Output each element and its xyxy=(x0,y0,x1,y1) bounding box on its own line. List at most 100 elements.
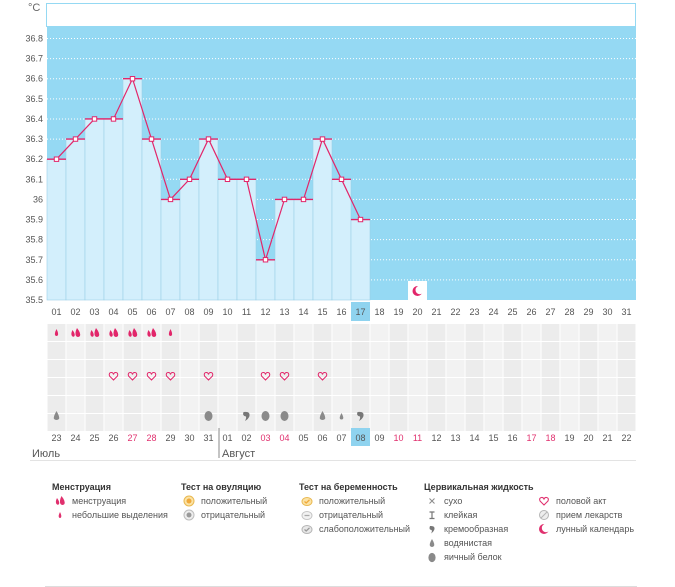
track-cell[interactable] xyxy=(104,396,123,413)
track-cell[interactable] xyxy=(446,360,465,377)
track-cell[interactable] xyxy=(313,396,332,413)
track-cell[interactable] xyxy=(465,360,484,377)
cycle-day-label[interactable]: 21 xyxy=(431,307,441,317)
track-cell[interactable] xyxy=(275,378,294,395)
intercourse-heart-icon[interactable] xyxy=(260,371,271,381)
track-cell[interactable] xyxy=(579,324,598,341)
track-cell[interactable] xyxy=(237,324,256,341)
calendar-date-label[interactable]: 31 xyxy=(203,433,213,443)
menstruation-heavy-icon[interactable] xyxy=(109,328,119,337)
calendar-date-label[interactable]: 10 xyxy=(393,433,403,443)
track-cell[interactable] xyxy=(256,378,275,395)
menstruation-heavy-icon[interactable] xyxy=(147,328,157,337)
creamy-icon[interactable] xyxy=(243,411,250,421)
track-cell[interactable] xyxy=(237,396,256,413)
track-cell[interactable] xyxy=(218,324,237,341)
calendar-date-label[interactable]: 18 xyxy=(545,433,555,443)
track-cell[interactable] xyxy=(579,396,598,413)
track-cell[interactable] xyxy=(446,414,465,431)
track-cell[interactable] xyxy=(199,378,218,395)
track-cell[interactable] xyxy=(123,378,142,395)
calendar-date-label[interactable]: 24 xyxy=(70,433,80,443)
track-cell[interactable] xyxy=(408,396,427,413)
track-cell[interactable] xyxy=(389,324,408,341)
track-cell[interactable] xyxy=(351,360,370,377)
calendar-date-label[interactable]: 25 xyxy=(89,433,99,443)
calendar-date-label[interactable]: 30 xyxy=(184,433,194,443)
track-cell[interactable] xyxy=(199,414,218,431)
calendar-date-label[interactable]: 17 xyxy=(526,433,536,443)
calendar-date-label[interactable]: 28 xyxy=(146,433,156,443)
track-cell[interactable] xyxy=(351,378,370,395)
track-cell[interactable] xyxy=(256,396,275,413)
track-cell[interactable] xyxy=(161,342,180,359)
calendar-date-label[interactable]: 22 xyxy=(621,433,631,443)
track-cell[interactable] xyxy=(66,396,85,413)
track-cell[interactable] xyxy=(256,360,275,377)
track-cell[interactable] xyxy=(275,414,294,431)
track-cell[interactable] xyxy=(465,414,484,431)
track-cell[interactable] xyxy=(598,414,617,431)
watery-drop-icon[interactable] xyxy=(53,411,60,420)
track-cell[interactable] xyxy=(104,360,123,377)
calendar-date-label[interactable]: 05 xyxy=(298,433,308,443)
menstruation-heavy-icon[interactable] xyxy=(90,328,100,337)
track-cell[interactable] xyxy=(275,396,294,413)
track-cell[interactable] xyxy=(218,378,237,395)
track-cell[interactable] xyxy=(237,360,256,377)
cycle-day-label[interactable]: 23 xyxy=(469,307,479,317)
menstruation-heavy-icon[interactable] xyxy=(71,328,81,337)
cycle-day-label[interactable]: 19 xyxy=(393,307,403,317)
track-cell[interactable] xyxy=(598,324,617,341)
track-cell[interactable] xyxy=(294,360,313,377)
track-cell[interactable] xyxy=(446,396,465,413)
egg-white-icon[interactable] xyxy=(204,411,213,421)
track-cell[interactable] xyxy=(408,414,427,431)
track-cell[interactable] xyxy=(180,324,199,341)
track-cell[interactable] xyxy=(484,342,503,359)
temperature-point[interactable] xyxy=(357,216,364,223)
track-cell[interactable] xyxy=(66,414,85,431)
cycle-day-label[interactable]: 08 xyxy=(184,307,194,317)
track-cell[interactable] xyxy=(351,342,370,359)
calendar-date-label[interactable]: 07 xyxy=(336,433,346,443)
track-cell[interactable] xyxy=(503,414,522,431)
track-cell[interactable] xyxy=(85,378,104,395)
track-cell[interactable] xyxy=(332,396,351,413)
cycle-day-label[interactable]: 24 xyxy=(488,307,498,317)
track-cell[interactable] xyxy=(579,378,598,395)
track-cell[interactable] xyxy=(579,414,598,431)
calendar-date-label[interactable]: 03 xyxy=(260,433,270,443)
track-cell[interactable] xyxy=(560,342,579,359)
temperature-bar[interactable] xyxy=(141,138,162,301)
track-cell[interactable] xyxy=(408,378,427,395)
track-cell[interactable] xyxy=(541,324,560,341)
temperature-point[interactable] xyxy=(167,196,174,203)
track-cell[interactable] xyxy=(560,414,579,431)
track-cell[interactable] xyxy=(104,342,123,359)
cycle-day-label[interactable]: 25 xyxy=(507,307,517,317)
cycle-day-label[interactable]: 10 xyxy=(222,307,232,317)
track-cell[interactable] xyxy=(598,342,617,359)
track-cell[interactable] xyxy=(560,324,579,341)
track-cell[interactable] xyxy=(522,396,541,413)
temperature-bar[interactable] xyxy=(331,179,352,301)
temperature-bar[interactable] xyxy=(179,179,200,301)
track-cell[interactable] xyxy=(522,342,541,359)
track-cell[interactable] xyxy=(522,414,541,431)
calendar-date-label[interactable]: 23 xyxy=(51,433,61,443)
menstruation-light-icon[interactable] xyxy=(168,329,173,336)
track-cell[interactable] xyxy=(218,414,237,431)
temperature-bar[interactable] xyxy=(217,179,238,301)
intercourse-heart-icon[interactable] xyxy=(279,371,290,381)
temperature-point[interactable] xyxy=(129,76,136,82)
track-cell[interactable] xyxy=(389,414,408,431)
intercourse-heart-icon[interactable] xyxy=(127,371,138,381)
track-cell[interactable] xyxy=(579,342,598,359)
track-cell[interactable] xyxy=(47,378,66,395)
cycle-day-label[interactable]: 17 xyxy=(355,307,365,317)
track-cell[interactable] xyxy=(275,324,294,341)
track-cell[interactable] xyxy=(47,342,66,359)
calendar-date-label[interactable]: 27 xyxy=(127,433,137,443)
track-cell[interactable] xyxy=(427,378,446,395)
